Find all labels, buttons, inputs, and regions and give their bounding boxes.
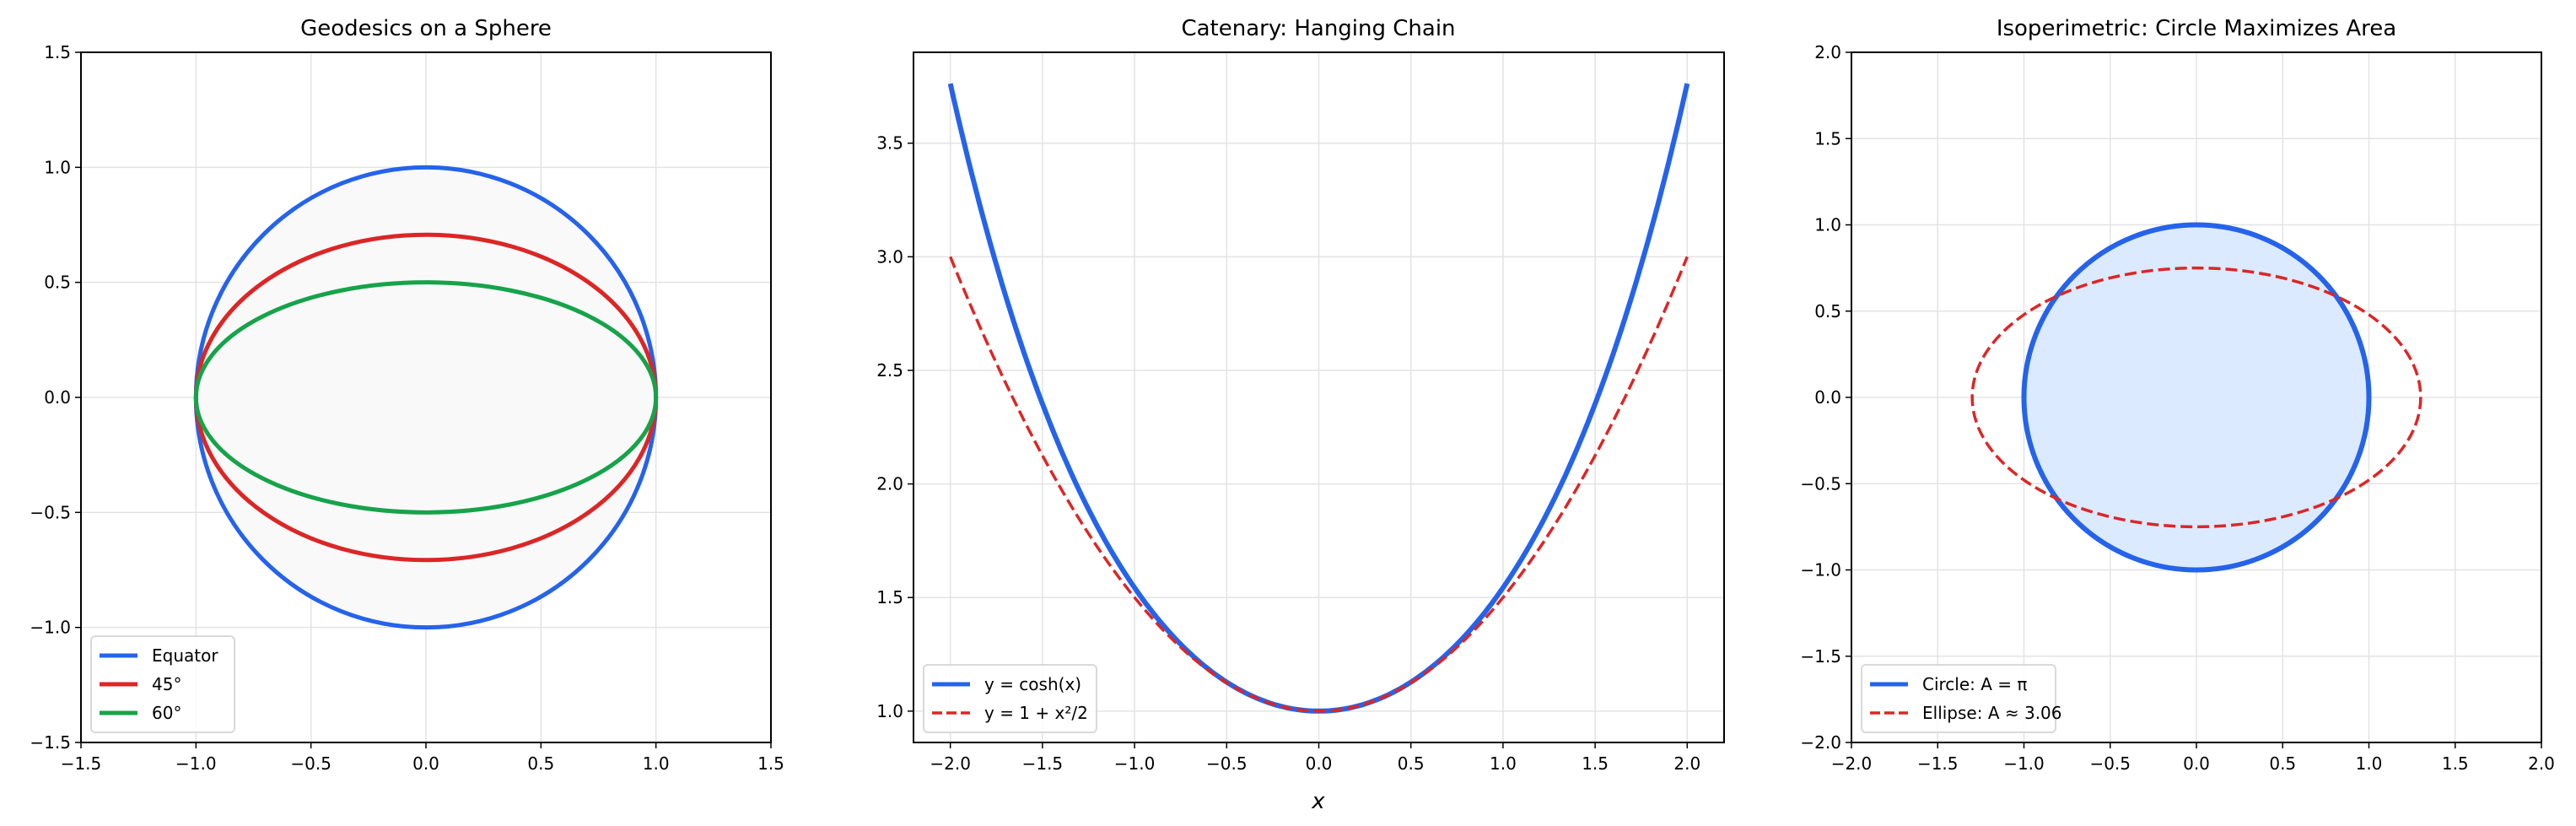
y-tick-label: −1.0 <box>30 618 71 638</box>
y-tick-label: 2.5 <box>876 360 903 381</box>
y-tick-label: 3.5 <box>876 133 903 154</box>
x-tick-label: 1.5 <box>757 753 784 774</box>
plot-area <box>1970 222 2422 573</box>
series-2-curve <box>193 280 659 515</box>
x-tick-label: −0.5 <box>2089 753 2131 774</box>
chart-title: Catenary: Hanging Chain <box>1181 16 1455 41</box>
x-tick-label: 0.0 <box>1306 753 1333 774</box>
x-tick-label: −1.5 <box>1917 753 1959 774</box>
y-tick-label: −1.0 <box>1800 560 1841 580</box>
y-tick-label: −0.5 <box>1800 473 1841 494</box>
y-tick-label: 2.0 <box>876 474 903 494</box>
legend-box <box>1861 664 2056 733</box>
x-tick-label: −0.5 <box>290 753 331 774</box>
legend-label: Ellipse: A ≈ 3.06 <box>1922 703 2062 723</box>
x-tick-label: 1.0 <box>2356 753 2383 774</box>
y-tick-label: −1.5 <box>1800 646 1841 667</box>
y-tick-label: −2.0 <box>1800 732 1841 753</box>
y-tick-label: 0.0 <box>1814 387 1841 408</box>
legend-label: y = 1 + x²/2 <box>984 703 1088 723</box>
x-tick-label: 0.5 <box>2269 753 2296 774</box>
x-tick-label: −2.0 <box>1831 753 1873 774</box>
y-tick-label: 0.5 <box>1814 301 1841 321</box>
x-tick-label: 0.5 <box>1398 753 1425 774</box>
y-tick-label: −1.5 <box>30 732 71 753</box>
y-tick-label: 1.5 <box>876 587 903 607</box>
y-tick-label: 1.0 <box>1814 215 1841 235</box>
legend-label: y = cosh(x) <box>984 674 1081 694</box>
legend-label: 60° <box>152 703 181 723</box>
series-1-curve <box>949 256 1689 713</box>
legend: Circle: A = π Ellipse: A ≈ 3.06 <box>1861 664 2062 733</box>
axes-frame <box>1851 51 2542 743</box>
panel-geodesics: Geodesics on a Sphere −1.5 −1.0 −0.5 0.0 0.5… <box>30 16 784 774</box>
panel-catenary: Catenary: Hanging Chain x −2.0 −1.5 −1.0 −0… <box>876 16 1725 814</box>
x-tick-label: −0.5 <box>1206 753 1248 774</box>
plot-area <box>947 83 1690 714</box>
x-tick-label: 1.0 <box>1490 753 1517 774</box>
legend-label: 45° <box>152 674 181 694</box>
x-tick-label: 0.0 <box>2183 753 2210 774</box>
x-tick-label: −2.0 <box>930 753 971 774</box>
chart-title: Geodesics on a Sphere <box>300 16 552 41</box>
y-tick-label: 3.0 <box>876 246 903 267</box>
x-tick-label: 1.5 <box>1582 753 1609 774</box>
series-1-curve <box>1970 266 2422 529</box>
y-tick-label: 0.0 <box>44 387 71 408</box>
y-tick-label: 1.0 <box>876 701 903 721</box>
x-tick-label: 0.0 <box>412 753 439 774</box>
axes-frame <box>913 51 1725 743</box>
x-tick-label: 2.0 <box>1673 753 1700 774</box>
y-tick-label: 1.5 <box>1814 128 1841 148</box>
x-tick-label: −1.0 <box>2003 753 2045 774</box>
x-tick-label: −1.0 <box>175 753 217 774</box>
sphere-fill <box>196 167 656 628</box>
x-tick-label: 1.0 <box>643 753 670 774</box>
y-tick-label: 2.0 <box>1814 42 1841 62</box>
legend-box <box>923 664 1097 733</box>
series-0-curve <box>2021 222 2372 573</box>
legend: Equator 45° 60° <box>90 635 235 733</box>
legend-box <box>90 635 235 733</box>
x-axis-label: x <box>1311 789 1325 814</box>
legend-label: Equator <box>152 645 218 666</box>
plot-area <box>193 165 659 630</box>
chart-title: Isoperimetric: Circle Maximizes Area <box>1997 16 2396 41</box>
x-tick-label: 0.5 <box>527 753 554 774</box>
x-tick-label: 2.0 <box>2528 753 2555 774</box>
panel-isoperimetric: Isoperimetric: Circle Maximizes Area −2.… <box>1800 16 2554 774</box>
x-tick-label: 1.5 <box>2442 753 2469 774</box>
x-tick-label: −1.5 <box>61 753 102 774</box>
legend-label: Circle: A = π <box>1922 674 2027 694</box>
axes-frame <box>80 51 772 743</box>
legend: y = cosh(x) y = 1 + x²/2 <box>923 664 1097 733</box>
x-tick-label: −1.0 <box>1114 753 1156 774</box>
y-tick-label: 1.5 <box>44 42 71 62</box>
y-tick-label: −0.5 <box>30 502 71 522</box>
y-tick-label: 1.0 <box>44 157 71 177</box>
x-tick-label: −1.5 <box>1022 753 1064 774</box>
y-tick-label: 0.5 <box>44 273 71 293</box>
